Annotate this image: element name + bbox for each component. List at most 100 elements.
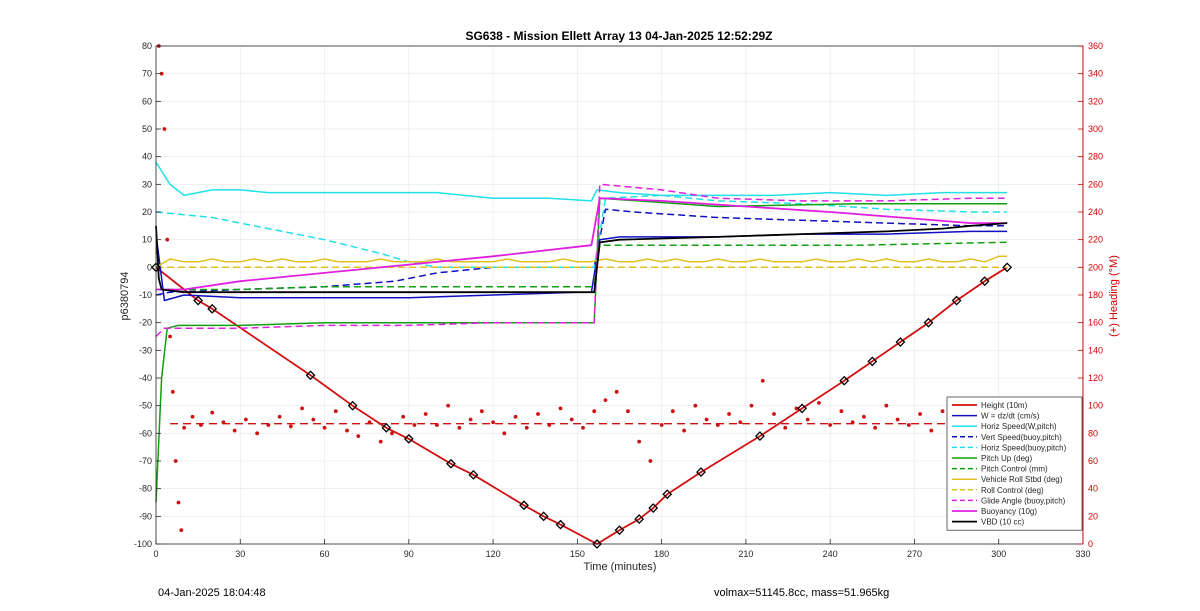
heading-point (168, 334, 172, 339)
x-tick-label: 240 (823, 549, 838, 559)
heading-point (670, 409, 675, 414)
heading-point (345, 428, 349, 433)
heading-point (524, 425, 529, 430)
heading-point (637, 439, 642, 444)
heading-point (255, 431, 260, 436)
heading-point (243, 417, 248, 422)
y2-tick-label: 260 (1088, 179, 1103, 189)
height-marker (662, 489, 673, 500)
heading-point (760, 378, 765, 383)
heading-point (479, 409, 484, 414)
heading-point (367, 420, 372, 425)
height-marker (592, 539, 602, 549)
heading-point (322, 425, 327, 430)
legend-box (946, 396, 1083, 531)
heading-point (906, 423, 911, 427)
x-tick-label: 30 (235, 549, 245, 559)
series-line-7 (155, 255, 1008, 268)
heading-point (918, 412, 922, 416)
heading-point (232, 428, 237, 433)
y2-tick-label: 80 (1088, 428, 1098, 438)
height-marker (446, 458, 456, 469)
heading-point (828, 423, 833, 427)
footer-config: volmax=51145.8cc, mass=51.965kg (714, 587, 890, 599)
legend-label-6: Pitch Control (mm) (981, 465, 1048, 474)
height-marker (403, 433, 414, 444)
heading-point (199, 423, 203, 427)
series-line-9 (155, 183, 1008, 338)
y2-tick-label: 0 (1088, 539, 1093, 549)
series-line-0 (155, 266, 1008, 545)
x-axis: 0 30 60 90 120 150 180 210 240 270 300 330 (153, 539, 1091, 559)
y2-tick-label: 340 (1088, 69, 1103, 79)
x-tick-label: 330 (1075, 549, 1090, 559)
y-tick-label: -40 (139, 373, 152, 383)
y2-tick-label: 180 (1088, 290, 1103, 300)
height-marker (979, 276, 990, 287)
y-tick-label: 0 (147, 262, 152, 272)
y-tick-label: -80 (139, 484, 152, 494)
heading-point (300, 406, 304, 411)
legend-label-7: Vehicle Roll Stbd (deg) (981, 475, 1063, 484)
heading-point (423, 412, 428, 416)
y2-tick-label: 280 (1088, 152, 1103, 162)
heading-point (715, 423, 720, 427)
heading-point (513, 414, 518, 419)
heading-point (221, 420, 226, 425)
height-marker (381, 422, 392, 433)
height-marker (755, 431, 765, 442)
heading-point (435, 423, 439, 427)
heading-point (772, 412, 776, 416)
y2-tick-label: 220 (1088, 235, 1103, 245)
heading-point (547, 423, 552, 427)
heading-point (614, 389, 619, 394)
series-line-5 (155, 197, 1008, 503)
heading-point (333, 409, 338, 414)
height-marker (614, 525, 625, 536)
heading-point (536, 412, 540, 416)
heading-point (162, 127, 167, 131)
heading-point (704, 417, 709, 422)
series-layer (155, 161, 1008, 545)
legend-label-3: Vert Speed(buoy,pitch) (981, 433, 1062, 442)
legend-label-2: Horiz Speed(W,pitch) (981, 422, 1057, 431)
x-tick-label: 90 (404, 549, 414, 559)
y-tick-label: 40 (142, 152, 152, 162)
y-tick-label: 30 (142, 179, 152, 189)
x-tick-label: 60 (320, 549, 330, 559)
y2-tick-label: 240 (1088, 207, 1103, 217)
y2-tick-label: 20 (1088, 511, 1098, 521)
height-marker (867, 356, 878, 367)
x-tick-label: 180 (654, 549, 669, 559)
y-tick-label: 10 (142, 235, 152, 245)
height-marker (923, 317, 934, 328)
heading-point (895, 417, 900, 422)
chart-title: SG638 - Mission Ellett Array 13 04-Jan-2… (465, 29, 772, 43)
heading-point (390, 431, 394, 436)
y-tick-label: 60 (142, 96, 152, 106)
y-tick-label: -100 (134, 539, 152, 549)
heading-point (626, 409, 630, 414)
y-tick-label: 20 (142, 207, 152, 217)
y2-tick-label: 200 (1088, 262, 1103, 272)
y2-tick-label: 160 (1088, 318, 1103, 328)
heading-point (288, 424, 293, 429)
legend-label-10: Buoyancy (10g) (981, 507, 1037, 516)
y-tick-label: -30 (139, 345, 152, 355)
heading-point (659, 423, 664, 427)
y-tick-label: 70 (142, 69, 152, 79)
heading-point (159, 71, 164, 76)
heading-point (581, 425, 585, 430)
heading-point (794, 406, 799, 411)
heading-point (817, 401, 821, 405)
y-tick-label: -10 (139, 290, 152, 300)
y2-tick-label: 120 (1088, 373, 1103, 383)
heading-point (311, 417, 316, 422)
y2-tick-label: 360 (1088, 41, 1103, 51)
height-marker (839, 375, 850, 386)
heading-point (173, 459, 178, 463)
x-tick-label: 210 (738, 549, 753, 559)
heading-point (210, 410, 215, 415)
series-line-10 (156, 197, 1008, 291)
heading-point (412, 423, 417, 427)
